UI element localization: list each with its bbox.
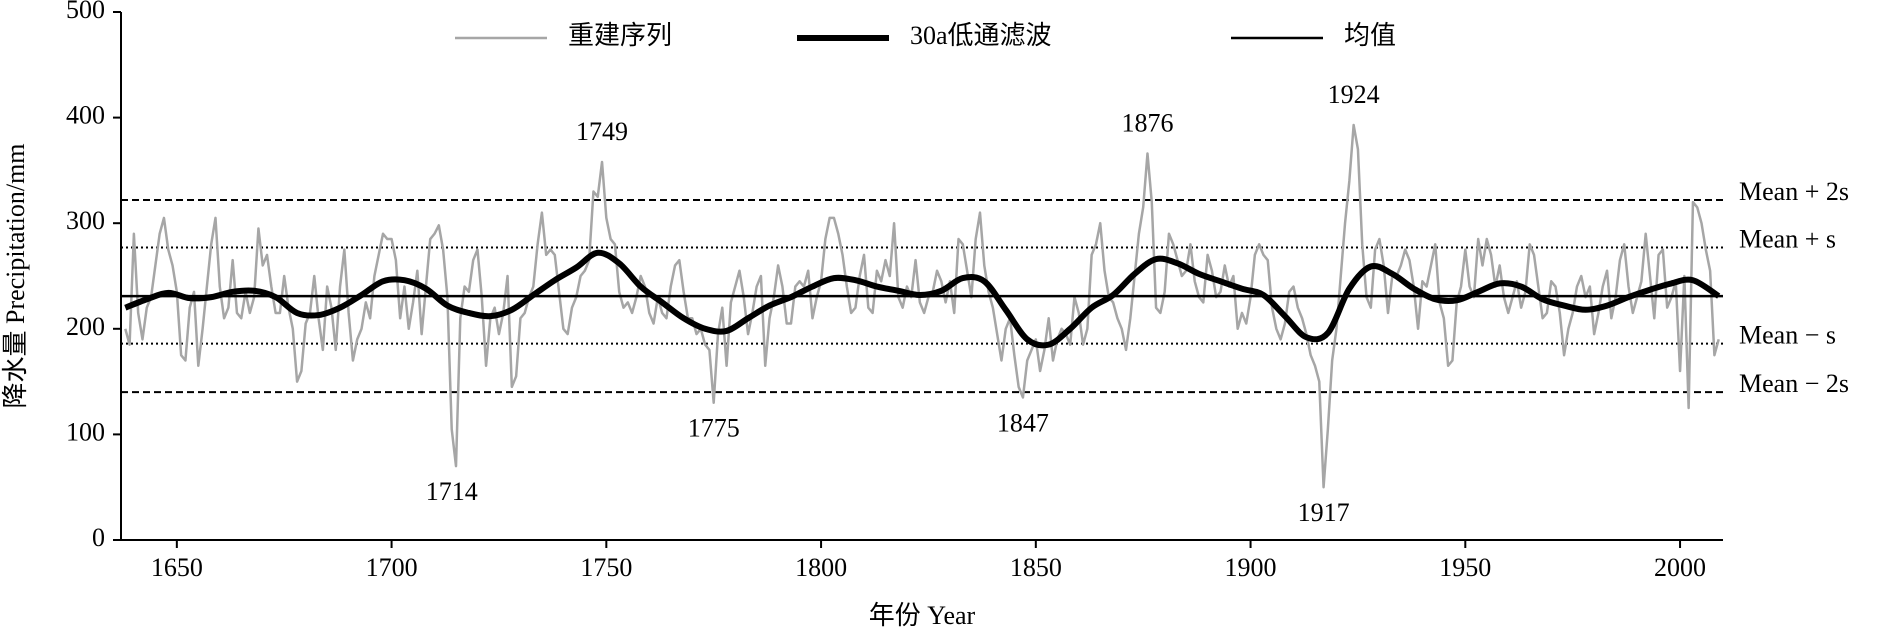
x-tick-label: 1950	[1439, 553, 1491, 582]
annotation: 1775	[688, 414, 740, 443]
legend-label: 30a低通滤波	[910, 21, 1052, 50]
y-tick-label: 0	[92, 523, 105, 552]
x-tick-label: 1700	[366, 553, 418, 582]
x-tick-label: 1900	[1225, 553, 1277, 582]
x-tick-label: 1750	[580, 553, 632, 582]
y-tick-label: 100	[66, 417, 105, 446]
y-tick-label: 400	[66, 101, 105, 130]
reference-label: Mean + s	[1739, 224, 1836, 253]
x-tick-label: 1850	[1010, 553, 1062, 582]
annotation: 1917	[1298, 498, 1350, 527]
series-line	[124, 249, 1721, 349]
y-tick-label: 200	[66, 312, 105, 341]
reference-label: Mean + 2s	[1739, 177, 1849, 206]
y-tick-label: 500	[66, 0, 105, 24]
annotation: 1924	[1328, 80, 1380, 109]
legend-label: 重建序列	[568, 21, 672, 50]
annotation: 1749	[576, 117, 628, 146]
series-line	[124, 123, 1720, 489]
reference-label: Mean − s	[1739, 321, 1836, 350]
annotation: 1876	[1121, 108, 1173, 137]
x-tick-label: 1800	[795, 553, 847, 582]
x-tick-label: 2000	[1654, 553, 1706, 582]
y-tick-label: 300	[66, 206, 105, 235]
annotation: 1847	[997, 408, 1049, 437]
annotation: 1714	[426, 477, 478, 506]
legend-label: 均值	[1344, 21, 1396, 50]
y-axis-label: 降水量 Precipitation/mm	[1, 143, 30, 408]
reference-label: Mean − 2s	[1739, 369, 1849, 398]
x-axis-label: 年份 Year	[869, 601, 976, 630]
x-tick-label: 1650	[151, 553, 203, 582]
